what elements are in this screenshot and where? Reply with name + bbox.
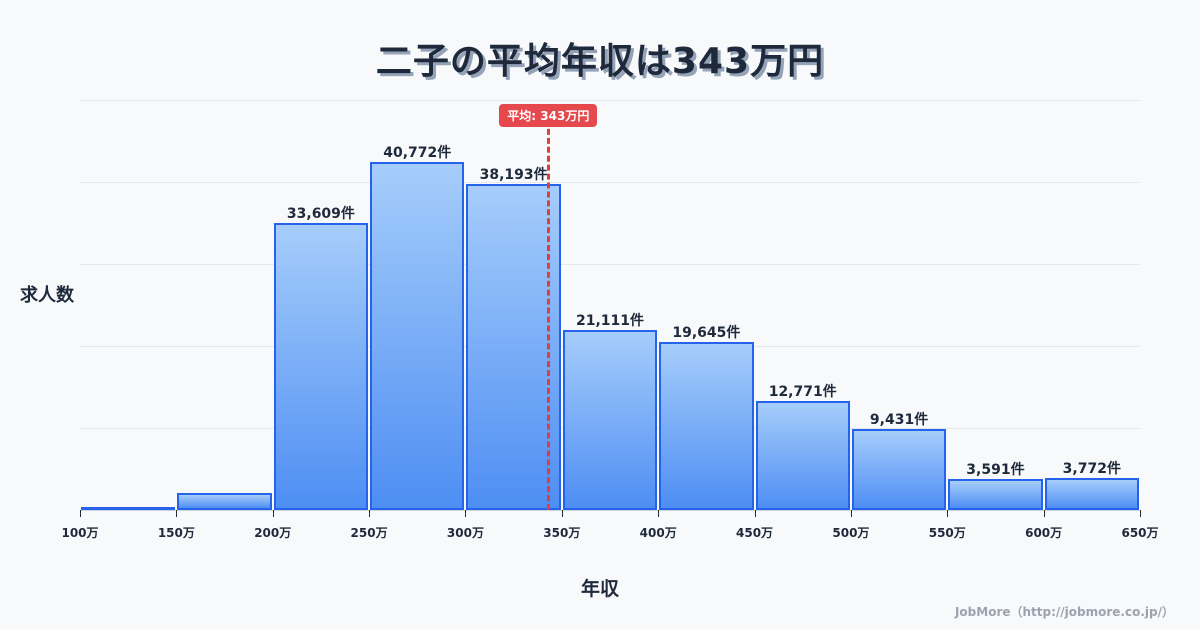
x-tick-label: 400万 [639,526,677,540]
histogram-bar [81,507,176,510]
credit-text: JobMore（http://jobmore.co.jp/） [954,605,1174,619]
histogram-bar [562,329,658,510]
x-tick-label: 550万 [928,526,966,540]
x-tick-label: 350万 [543,526,581,540]
x-tick [1043,510,1045,517]
x-tick [1140,510,1141,517]
x-tick [850,510,852,517]
x-tick-label: 600万 [1025,526,1063,540]
histogram-bar [948,479,1043,510]
x-tick [658,510,660,517]
x-tick-label: 300万 [446,526,484,540]
bar-value-label: 12,771件 [768,383,837,400]
x-tick [947,510,949,517]
x-axis-line [80,510,1140,511]
histogram-bar [273,222,369,510]
mean-line [547,120,551,510]
gridline [80,182,1140,183]
bar-value-label: 3,772件 [1062,460,1121,477]
bar-value-label: 21,111件 [575,312,645,329]
bar-value-label: 9,431件 [869,412,929,429]
y-axis-label: 求人数 [20,285,74,306]
histogram-bar [466,183,561,510]
x-tick [272,510,274,517]
histogram-bar [1044,477,1139,510]
x-tick-label: 500万 [832,526,870,540]
bar-value-label: 38,193件 [479,166,548,183]
x-tick [465,510,467,517]
x-tick-label: 150万 [157,526,195,540]
histogram-bar [659,342,754,510]
x-tick-label: 450万 [736,526,774,540]
x-axis-label: 年収 [580,578,619,600]
x-tick [176,510,178,517]
x-tick [80,510,81,517]
histogram-bar [177,492,272,510]
chart-title: 二子の平均年収は343万円 [375,41,825,82]
bar-value-label: 40,772件 [383,144,452,161]
x-tick-label: 250万 [350,526,388,540]
x-tick [754,510,756,517]
plot-area: 33,609件 40,772件 38,193件 21,111件 19,645件 12,77… [61,100,1159,540]
histogram-bar [755,400,850,510]
x-tick [561,510,563,517]
mean-badge: 平均: 343万円 [499,104,598,127]
x-tick-label: 650万 [1121,526,1159,540]
bar-value-label: 3,591件 [966,462,1025,479]
gridline [80,264,1140,265]
bar-value-label: 19,645件 [672,325,741,342]
x-tick [369,510,371,517]
bar-value-label: 33,609件 [286,205,355,222]
histogram-bar [851,429,947,510]
gridline [80,100,1140,101]
x-tick-label: 200万 [254,526,292,540]
histogram-bar [370,161,465,510]
x-tick-label: 100万 [61,526,99,540]
